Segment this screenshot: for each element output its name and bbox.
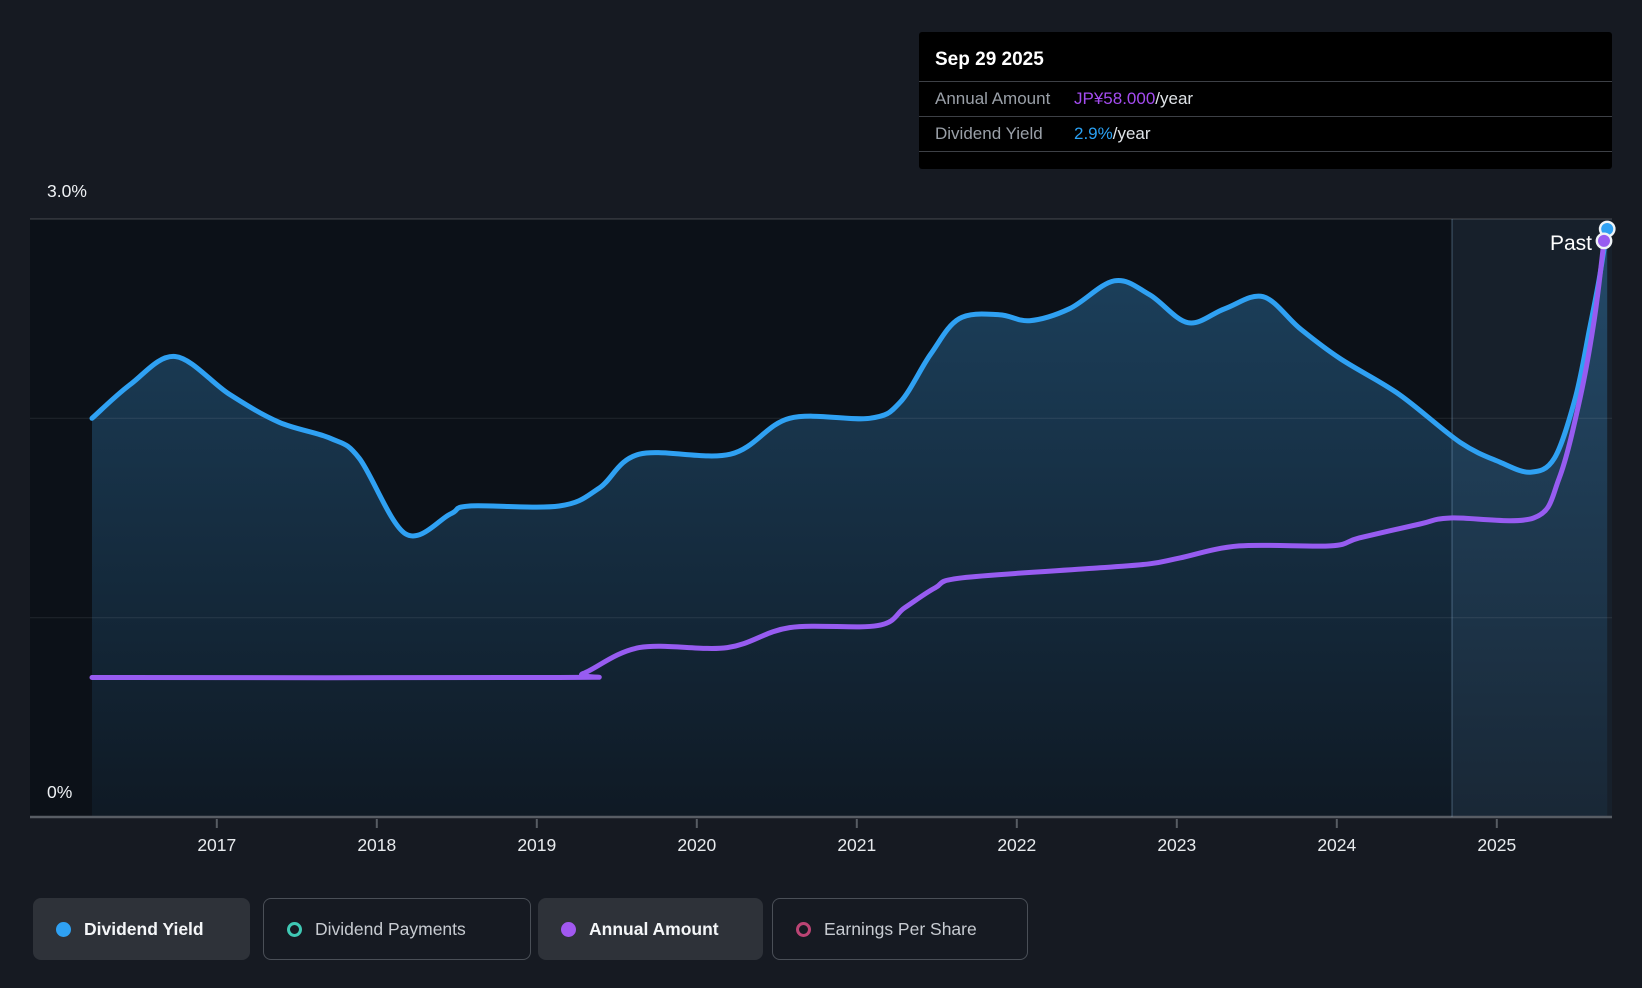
y-axis-label-top: 3.0% — [47, 181, 87, 201]
chart-tooltip: Sep 29 2025 Annual Amount JP¥58.000/year… — [919, 32, 1612, 169]
series-dividend-yield-line — [89, 226, 1610, 539]
past-label: Past — [1550, 232, 1592, 255]
legend-dividend-yield[interactable]: Dividend Yield — [33, 898, 250, 960]
x-axis-label: 2021 — [837, 835, 876, 855]
x-axis-label: 2023 — [1157, 835, 1196, 855]
annual-amount-dot-icon — [561, 921, 576, 937]
legend-label: Annual Amount — [589, 918, 719, 939]
tooltip-value-suffix: /year — [1155, 89, 1194, 108]
legend-dividend-payments[interactable]: Dividend Payments — [263, 898, 531, 960]
legend-annual-amount[interactable]: Annual Amount — [538, 898, 763, 960]
tooltip-value: JP¥58.000 — [1074, 89, 1156, 108]
legend-label: Dividend Yield — [84, 918, 204, 939]
tooltip-row-dividend-yield: Dividend Yield 2.9%/year — [919, 117, 1612, 152]
tooltip-value: 2.9% — [1074, 124, 1113, 143]
tooltip-row-annual-amount: Annual Amount JP¥58.000/year — [919, 82, 1612, 117]
x-axis-label: 2020 — [677, 835, 716, 855]
x-axis-label: 2025 — [1477, 835, 1516, 855]
end-marker — [1595, 232, 1613, 250]
legend-label: Dividend Payments — [315, 918, 466, 939]
dividend-payments-ring-icon — [287, 921, 302, 937]
x-axis-label: 2019 — [517, 835, 556, 855]
earnings-per-share-ring-icon — [796, 921, 811, 937]
tooltip-value-suffix: /year — [1112, 124, 1151, 143]
legend-label: Earnings Per Share — [824, 918, 977, 939]
x-axis-label: 2024 — [1317, 835, 1356, 855]
dividend-yield-dot-icon — [56, 921, 71, 937]
tooltip-label: Dividend Yield — [935, 124, 1043, 143]
tooltip-date: Sep 29 2025 — [919, 32, 1612, 82]
tooltip-label: Annual Amount — [935, 89, 1051, 108]
y-axis-label-bottom: 0% — [47, 782, 73, 802]
x-axis-label: 2022 — [997, 835, 1036, 855]
x-axis-label: 2017 — [197, 835, 236, 855]
x-axis-label: 2018 — [357, 835, 396, 855]
series-annual-amount-line — [89, 238, 1607, 681]
legend-earnings-per-share[interactable]: Earnings Per Share — [772, 898, 1028, 960]
